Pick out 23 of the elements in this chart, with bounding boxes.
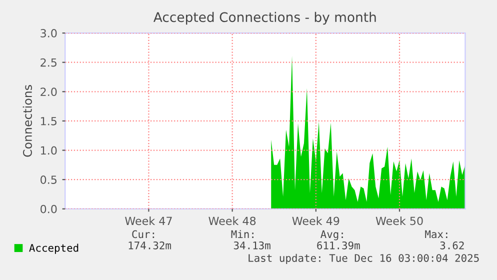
y-tick-label: 3.0 [40,29,57,38]
legend-label: Accepted [29,244,78,254]
text: Last update: Tue Dec 16 03:00:04 2025 [248,254,479,264]
y-tick-label: 1.5 [41,117,56,126]
y-axis-title: Connections [22,85,32,157]
text: 34.13m [234,241,270,250]
text: 3.62 [440,241,464,250]
y-tick-label: 2.0 [40,88,57,96]
chart-title: Accepted Connections - by month [153,12,376,25]
text: Avg: [320,230,343,240]
x-tick-label: Week 48 [208,216,256,226]
text: 174.32m [128,241,171,250]
text: Cur: [132,230,154,238]
x-tick-label: Week 49 [292,216,340,226]
text: 611.39m [317,241,360,250]
y-tick-label: 2.5 [40,58,56,67]
y-tick-label: 0.0 [40,204,57,214]
y-tick-label: 1.0 [41,146,57,155]
text: Min: [231,230,254,238]
text: Max: [425,230,448,238]
x-tick-label: Week 50 [376,216,423,226]
y-tick-label: 0.5 [40,176,56,184]
x-tick-label: Week 47 [125,216,172,226]
